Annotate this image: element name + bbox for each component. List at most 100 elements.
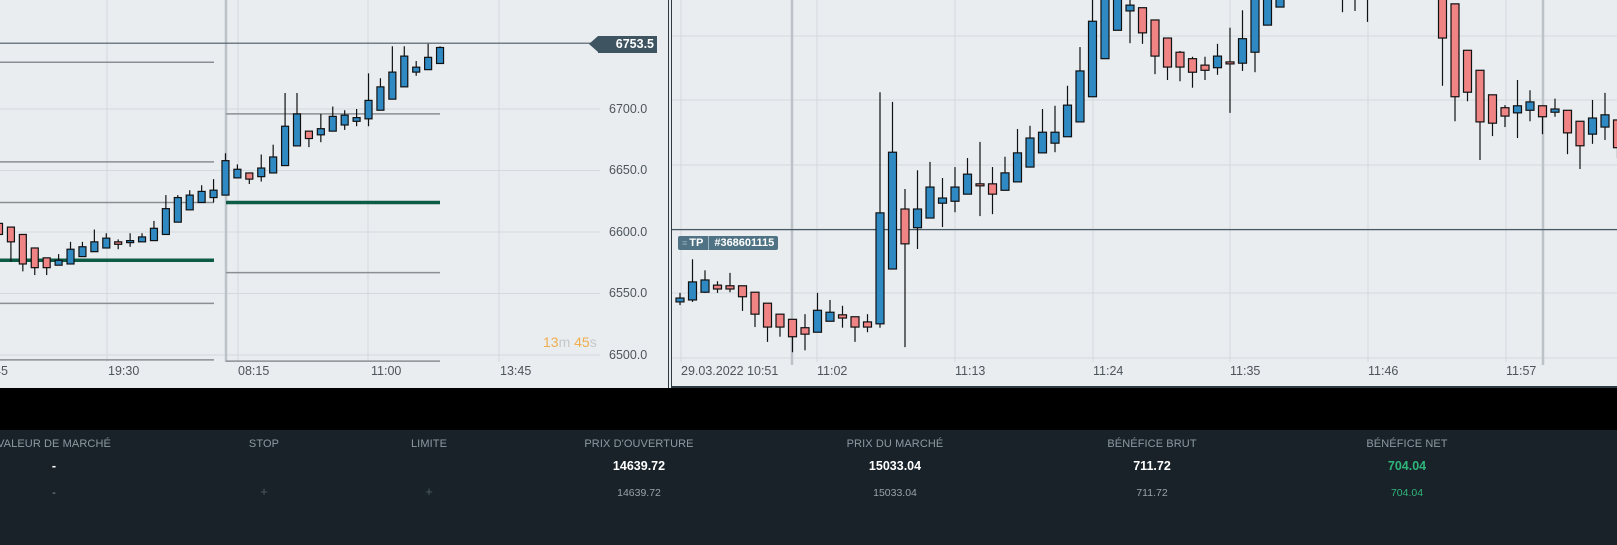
column-header[interactable]: BÉNÉFICE NET xyxy=(1366,438,1448,450)
candle-down xyxy=(1575,120,1585,169)
candle-up xyxy=(197,185,206,204)
candle-up xyxy=(912,170,923,249)
candle-body xyxy=(1512,105,1523,114)
candle-down xyxy=(42,257,51,276)
candle-up xyxy=(90,229,99,253)
candle-body xyxy=(400,55,409,88)
candle-down xyxy=(1462,49,1473,102)
column-header[interactable]: VALEUR DE MARCHÉ xyxy=(0,438,111,450)
candle-body xyxy=(149,227,159,242)
candle-body xyxy=(280,125,290,167)
candle-body xyxy=(925,186,935,219)
candle-up xyxy=(1062,85,1073,138)
chart-divider[interactable] xyxy=(671,0,672,388)
candle-up xyxy=(102,233,111,249)
candle-up xyxy=(1112,0,1123,31)
candle-body xyxy=(750,291,760,315)
candle-up xyxy=(54,254,63,266)
candle-down xyxy=(1475,69,1485,160)
right-chart-canvas[interactable]: 29.03.2022 10:51 11:02 11:13 11:24 11:35… xyxy=(672,0,1617,388)
candle-body xyxy=(1037,131,1048,154)
candle-body xyxy=(1275,0,1285,8)
net-profit-sub: 704.04 xyxy=(1390,487,1424,499)
candle-body xyxy=(424,56,433,71)
column-header[interactable]: STOP xyxy=(248,438,280,450)
left-chart-canvas[interactable]: 6700.0 6650.0 6600.0 6550.0 6500.0 45 19… xyxy=(0,0,668,388)
time-axis-label: 45 xyxy=(0,364,8,378)
chart-divider-gap xyxy=(669,0,672,388)
candle-body xyxy=(1150,19,1160,57)
candle-up xyxy=(937,178,948,228)
candle-up xyxy=(400,46,409,88)
candle-down xyxy=(900,189,910,348)
countdown-minutes: 13 xyxy=(543,334,559,350)
left-price-chart[interactable]: 6700.0 6650.0 6600.0 6550.0 6500.0 45 19… xyxy=(0,0,668,388)
candle-down xyxy=(1562,109,1573,155)
candle-up xyxy=(700,270,710,293)
market-price: 15033.04 xyxy=(868,459,922,473)
candle-up xyxy=(687,259,698,302)
candle-body xyxy=(161,208,170,236)
candle-up xyxy=(221,153,230,196)
candle-down xyxy=(1162,37,1173,80)
right-price-chart[interactable]: 29.03.2022 10:51 11:02 11:13 11:24 11:35… xyxy=(672,0,1617,388)
market-price-sub: 15033.04 xyxy=(873,487,917,499)
time-axis-label: 13:45 xyxy=(500,364,531,378)
candle-up xyxy=(352,109,361,127)
candle-body xyxy=(1025,137,1035,168)
countdown-unit: s xyxy=(589,334,597,350)
candle-down xyxy=(114,239,123,250)
candle-body xyxy=(6,226,16,243)
candle-body xyxy=(987,183,998,195)
chart-divider[interactable] xyxy=(668,0,669,388)
candle-body xyxy=(1050,131,1060,144)
candle-up xyxy=(1050,105,1060,153)
candle-down xyxy=(1354,0,1356,11)
candle-down xyxy=(1187,56,1198,88)
candle-up xyxy=(412,61,421,76)
candle-body xyxy=(1187,58,1198,73)
candle-body xyxy=(1525,101,1535,111)
candle-up xyxy=(137,233,147,243)
candle-body xyxy=(950,186,960,202)
column-header[interactable]: BÉNÉFICE BRUT xyxy=(1107,438,1197,450)
candle-up xyxy=(185,190,194,211)
candle-body xyxy=(1487,94,1498,124)
candle-body xyxy=(1575,120,1585,147)
candle-up xyxy=(233,164,242,179)
grip-icon[interactable]: ≡ xyxy=(682,238,688,248)
candle-up xyxy=(376,78,385,111)
candle-up xyxy=(1100,0,1110,60)
candle-body xyxy=(700,279,710,293)
candle-down xyxy=(1537,105,1548,135)
add-stop-button[interactable]: + xyxy=(260,484,268,499)
candle-down xyxy=(18,233,27,272)
column-header[interactable]: LIMITE xyxy=(410,438,448,450)
candle-body xyxy=(937,197,948,204)
candle-body xyxy=(962,173,973,195)
candle-down xyxy=(1175,50,1185,82)
candle-body xyxy=(412,66,421,73)
candle-body xyxy=(173,196,182,223)
candle-body xyxy=(975,183,985,187)
candle-up xyxy=(825,299,835,322)
candle-down xyxy=(775,313,785,337)
add-limit-button[interactable]: + xyxy=(425,484,433,499)
column-header[interactable]: PRIX D'OUVERTURE xyxy=(584,438,694,450)
positions-panel: VALEUR DE MARCHÉ - - STOP + LIMITE + PRI… xyxy=(0,430,1617,545)
candle-body xyxy=(1437,0,1448,39)
time-axis-label: 11:57 xyxy=(1506,364,1536,378)
time-axis-label: 11:13 xyxy=(955,364,985,378)
time-axis-label: 11:24 xyxy=(1093,364,1123,378)
candle-body xyxy=(775,313,785,328)
column-header[interactable]: PRIX DU MARCHÉ xyxy=(846,438,944,450)
take-profit-order-label[interactable]: ≡ TP #368601115 xyxy=(678,236,779,250)
candle-up xyxy=(1125,0,1135,44)
gross-profit: 711.72 xyxy=(1133,459,1171,473)
candle-down xyxy=(245,172,254,185)
net-profit: 704.04 xyxy=(1387,459,1427,473)
candle-down xyxy=(1225,27,1235,113)
candle-body xyxy=(137,236,147,243)
candle-body xyxy=(221,160,230,196)
candle-body xyxy=(887,151,898,270)
